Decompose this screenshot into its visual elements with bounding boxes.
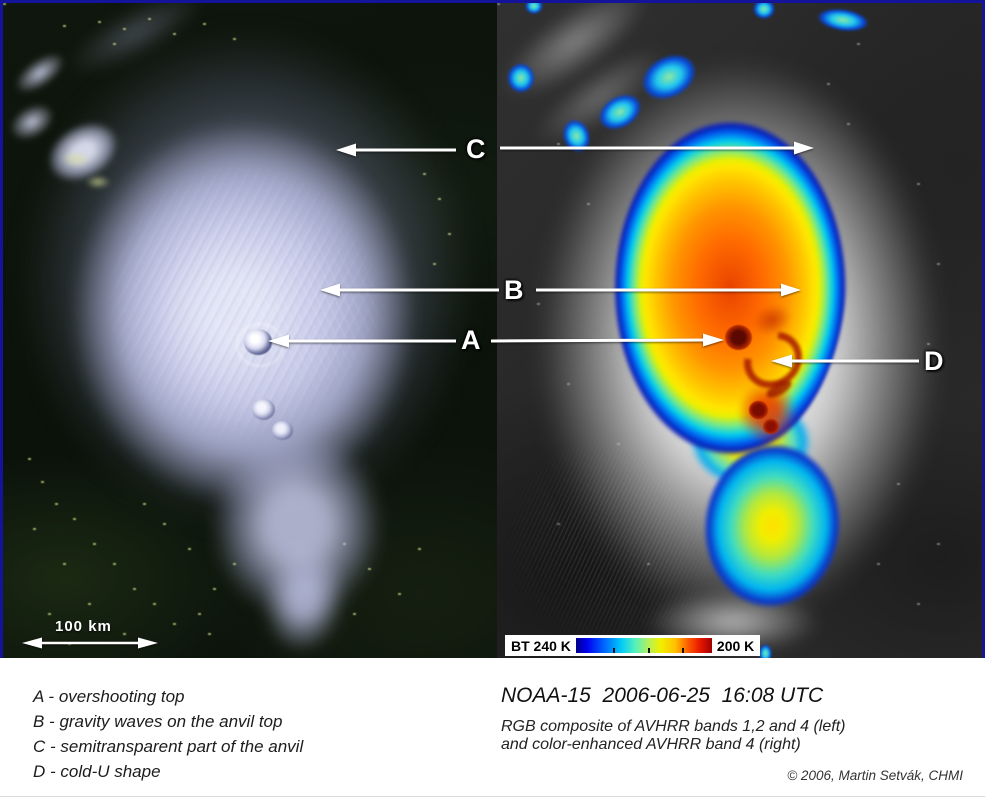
marker-d: D: [924, 346, 944, 376]
colorbar-left-label: BT 240 K: [511, 637, 571, 654]
secondary-tower: [272, 421, 293, 440]
gravity-waves-texture: [203, 203, 403, 413]
cold-spot: [749, 401, 768, 419]
brightness-temperature-colorbar: BT 240 K 200 K: [505, 635, 761, 656]
enhanced-storm-core: [592, 105, 848, 457]
colorbar-right-label: 200 K: [716, 637, 755, 654]
ir-enhanced-panel: BT 240 K 200 K: [497, 3, 982, 658]
image-subtitle: RGB composite of AVHRR bands 1,2 and 4 (…: [501, 718, 845, 753]
bottom-divider: [0, 796, 985, 797]
small-cloud: [8, 44, 72, 102]
legend-item-b: B - gravity waves on the anvil top: [33, 712, 283, 731]
subtitle-line-1: RGB composite of AVHRR bands 1,2 and 4 (…: [501, 718, 846, 735]
colorbar-tick: [648, 648, 650, 653]
anvil-bright-center: [115, 185, 353, 437]
marker-c: C: [466, 134, 486, 164]
cold-cloud-patch: [815, 5, 871, 35]
cold-spot: [763, 419, 779, 434]
caption-area: A - overshooting top B - gravity waves o…: [0, 658, 985, 804]
cold-cloud-patch: [525, 3, 543, 14]
satellite-composite: 100 km: [0, 0, 985, 658]
secondary-tower: [252, 399, 275, 420]
terrain-speckles: [3, 3, 6, 5]
sunlit-cloud-tint: [61, 151, 91, 167]
colorbar-tick: [612, 648, 615, 653]
legend-item-d: D - cold-U shape: [33, 762, 161, 781]
colorbar-tick: [682, 648, 684, 653]
copyright-notice: © 2006, Martin Setvák, CHMI: [787, 768, 963, 783]
small-cloud: [3, 96, 61, 148]
marker-a: A: [461, 325, 481, 355]
legend-item-a: A - overshooting top: [33, 687, 185, 706]
legend: A - overshooting top B - gravity waves o…: [33, 684, 303, 784]
cold-cloud-patch: [753, 3, 775, 19]
rgb-composite-panel: 100 km: [3, 3, 497, 658]
marker-b: B: [504, 275, 524, 305]
colorbar-gradient: [575, 638, 712, 653]
gravity-waves-texture: [95, 151, 390, 456]
scale-bar-label: 100 km: [55, 618, 112, 635]
subtitle-line-2: and color-enhanced AVHRR band 4 (right): [501, 735, 801, 753]
sunlit-cloud-tint: [85, 175, 111, 189]
cold-cloud-patch: [507, 63, 535, 93]
cold-cloud-patch: [759, 644, 772, 658]
terrain-speckles: [497, 3, 500, 5]
coldest-spot-overshooting-top: [725, 325, 752, 350]
image-title: NOAA-15 2006-06-25 16:08 UTC: [501, 684, 824, 707]
legend-item-c: C - semitransparent part of the anvil: [33, 737, 304, 756]
overshooting-top-dome: [244, 329, 272, 355]
